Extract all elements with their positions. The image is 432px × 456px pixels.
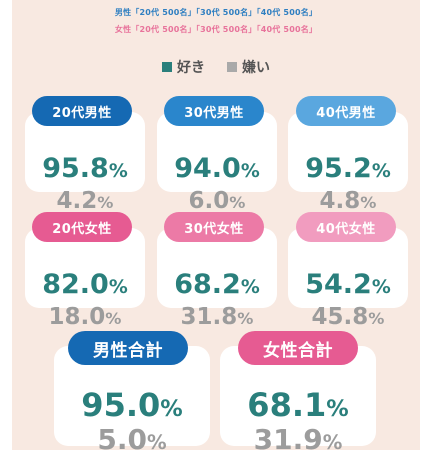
legend-like-label: 好き — [177, 60, 205, 76]
like-number: 68.1 — [247, 386, 327, 424]
like-number: 95.8 — [42, 153, 109, 184]
percent-unit: % — [229, 193, 246, 212]
dislike-value-male-40s: 4.8% — [288, 188, 408, 214]
label-female-40s: 40代女性 — [296, 212, 396, 242]
label-male-40s: 40代男性 — [296, 96, 396, 126]
like-value-male-20s: 95.8% — [25, 153, 145, 184]
sample-size-male: 男性「20代 500名」「30代 500名」「40代 500名」 — [114, 8, 318, 17]
legend-dislike: 嫌い — [227, 57, 270, 77]
percent-unit: % — [97, 193, 114, 212]
like-value-female-40s: 54.2% — [288, 269, 408, 300]
like-value-male-total: 95.0% — [54, 386, 210, 424]
dislike-number: 31.9 — [253, 423, 323, 456]
percent-unit: % — [240, 276, 260, 298]
like-value-female-20s: 82.0% — [25, 269, 145, 300]
percent-unit: % — [108, 276, 128, 298]
dislike-number: 6.0 — [188, 188, 230, 214]
legend: 好き 嫌い — [0, 57, 432, 77]
label-female-20s: 20代女性 — [32, 212, 132, 242]
like-number: 68.2 — [174, 269, 241, 300]
percent-unit: % — [108, 160, 128, 182]
label-male-30s: 30代男性 — [164, 96, 264, 126]
dislike-number: 5.0 — [97, 423, 147, 456]
dislike-value-female-30s: 31.8% — [157, 304, 277, 330]
like-number: 95.0 — [81, 386, 161, 424]
label-male-20s: 20代男性 — [32, 96, 132, 126]
dislike-value-male-total: 5.0% — [54, 423, 210, 456]
dislike-value-male-30s: 6.0% — [157, 188, 277, 214]
percent-unit: % — [160, 396, 183, 422]
percent-unit: % — [326, 396, 349, 422]
like-value-female-total: 68.1% — [220, 386, 376, 424]
dislike-value-female-total: 31.9% — [220, 423, 376, 456]
like-value-female-30s: 68.2% — [157, 269, 277, 300]
percent-unit: % — [371, 276, 391, 298]
label-male-total: 男性合計 — [68, 331, 188, 365]
dislike-number: 45.8 — [311, 304, 369, 330]
dislike-number: 4.8 — [319, 188, 361, 214]
percent-unit: % — [146, 431, 167, 454]
like-number: 82.0 — [42, 269, 109, 300]
like-number: 94.0 — [174, 153, 241, 184]
percent-unit: % — [322, 431, 343, 454]
dislike-number: 4.2 — [56, 188, 98, 214]
legend-dislike-swatch — [227, 62, 237, 72]
percent-unit: % — [237, 309, 254, 328]
legend-dislike-label: 嫌い — [242, 60, 270, 76]
percent-unit: % — [371, 160, 391, 182]
legend-like: 好き — [162, 57, 205, 77]
dislike-value-female-20s: 18.0% — [25, 304, 145, 330]
dislike-number: 31.8 — [180, 304, 238, 330]
percent-unit: % — [360, 193, 377, 212]
like-number: 95.2 — [305, 153, 372, 184]
legend-like-swatch — [162, 62, 172, 72]
dislike-number: 18.0 — [48, 304, 106, 330]
percent-unit: % — [368, 309, 385, 328]
label-female-30s: 30代女性 — [164, 212, 264, 242]
percent-unit: % — [105, 309, 122, 328]
like-value-male-30s: 94.0% — [157, 153, 277, 184]
like-value-male-40s: 95.2% — [288, 153, 408, 184]
dislike-value-male-20s: 4.2% — [25, 188, 145, 214]
label-female-total: 女性合計 — [238, 331, 358, 365]
sample-size-female: 女性「20代 500名」「30代 500名」「40代 500名」 — [114, 25, 318, 34]
percent-unit: % — [240, 160, 260, 182]
dislike-value-female-40s: 45.8% — [288, 304, 408, 330]
like-number: 54.2 — [305, 269, 372, 300]
